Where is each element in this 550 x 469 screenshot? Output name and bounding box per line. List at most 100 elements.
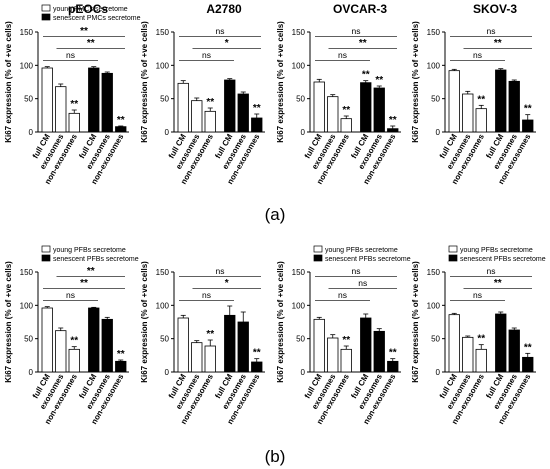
bar-0 bbox=[448, 70, 460, 133]
bar-3 bbox=[360, 82, 372, 133]
bracket-label-1: ** bbox=[494, 38, 502, 49]
bar-1 bbox=[55, 330, 67, 373]
y-tick-label: 0 bbox=[436, 368, 441, 377]
bar-4 bbox=[373, 330, 385, 373]
bracket-label-0: ns bbox=[216, 26, 225, 36]
y-tick-label: 0 bbox=[165, 368, 170, 377]
significance-star-2: ** bbox=[342, 335, 350, 346]
chart-title: OVCAR-3 bbox=[333, 2, 387, 16]
y-tick-label: 100 bbox=[427, 61, 441, 70]
bracket-label-2: ns bbox=[66, 290, 75, 300]
significance-star-2: ** bbox=[477, 334, 485, 345]
significance-star-5: ** bbox=[117, 115, 125, 126]
bar-3 bbox=[360, 317, 372, 373]
chart-title: A2780 bbox=[206, 2, 242, 16]
y-tick-label: 0 bbox=[301, 128, 306, 137]
bracket-label-2: ns bbox=[473, 290, 482, 300]
significance-star-4: ** bbox=[375, 75, 383, 86]
bar-4 bbox=[101, 72, 113, 133]
bar-2 bbox=[204, 345, 216, 373]
bar-1 bbox=[327, 96, 339, 133]
bar-2 bbox=[475, 108, 487, 133]
significance-star-5: ** bbox=[117, 349, 125, 360]
legend-swatch-0 bbox=[41, 245, 51, 253]
y-tick-label: 0 bbox=[29, 368, 34, 377]
chart-title: pEOCs bbox=[68, 2, 108, 16]
bracket-label-0: ns bbox=[216, 266, 225, 276]
bar-5 bbox=[251, 361, 263, 373]
bar-1 bbox=[55, 86, 67, 133]
significance-star-2: ** bbox=[70, 99, 78, 110]
y-axis-title: Ki67 expression (% of +ve cells) bbox=[140, 261, 149, 383]
bar-2 bbox=[475, 348, 487, 373]
y-axis-title: Ki67 expression (% of +ve cells) bbox=[4, 261, 13, 383]
bar-2 bbox=[340, 118, 352, 133]
bar-4 bbox=[508, 329, 520, 373]
y-tick-label: 100 bbox=[427, 301, 441, 310]
y-tick-label: 50 bbox=[24, 335, 33, 344]
y-tick-label: 100 bbox=[292, 301, 306, 310]
significance-star-5: ** bbox=[253, 103, 261, 114]
panel-label-a: (a) bbox=[265, 205, 286, 224]
bracket-label-0: ** bbox=[80, 26, 88, 37]
bar-2 bbox=[340, 348, 352, 373]
y-tick-label: 100 bbox=[292, 61, 306, 70]
significance-star-5: ** bbox=[389, 115, 397, 126]
bracket-label-0: ns bbox=[487, 266, 496, 276]
significance-star-2: ** bbox=[477, 94, 485, 105]
y-tick-label: 50 bbox=[431, 95, 440, 104]
y-tick-label: 50 bbox=[24, 95, 33, 104]
bracket-label-1: ** bbox=[494, 278, 502, 289]
y-tick-label: 100 bbox=[156, 61, 170, 70]
chart-title: SKOV-3 bbox=[473, 2, 517, 16]
bar-5 bbox=[115, 360, 127, 373]
y-axis-title: Ki67 expression (% of +ve cells) bbox=[276, 21, 285, 143]
chart-4: 0 50 100 150 Ki67 expression (% of +ve cells… bbox=[4, 245, 139, 426]
y-tick-label: 50 bbox=[160, 95, 169, 104]
significance-star-2: ** bbox=[206, 329, 214, 340]
bracket-label-1: * bbox=[225, 38, 229, 49]
bracket-label-0: ns bbox=[352, 26, 361, 36]
significance-star-3: ** bbox=[362, 70, 370, 81]
bar-3 bbox=[224, 79, 236, 133]
legend-label-1: senescent PMCs secretome bbox=[53, 15, 141, 22]
legend-label-0: young PFBs secretome bbox=[325, 247, 398, 254]
bracket-label-1: ** bbox=[87, 38, 95, 49]
y-tick-label: 150 bbox=[427, 28, 441, 37]
y-axis-title: Ki67 expression (% of +ve cells) bbox=[276, 261, 285, 383]
bar-0 bbox=[41, 67, 53, 133]
bar-0 bbox=[41, 307, 53, 373]
legend-label-0: young PMCs secretome bbox=[53, 6, 128, 13]
y-tick-label: 100 bbox=[156, 301, 170, 310]
bar-2 bbox=[68, 348, 80, 373]
chart-0: pEOCs 0 50 100 150 Ki67 expression (% of +ve … bbox=[4, 2, 141, 186]
bar-4 bbox=[101, 318, 113, 373]
bar-1 bbox=[462, 93, 474, 133]
bracket-label-1: ns bbox=[358, 278, 367, 288]
y-tick-label: 50 bbox=[296, 95, 305, 104]
y-tick-label: 150 bbox=[20, 28, 34, 37]
legend-swatch-0 bbox=[313, 245, 323, 253]
legend-label-1: senescent PFBs secretome bbox=[325, 256, 411, 263]
bar-1 bbox=[191, 342, 203, 373]
bracket-label-1: ** bbox=[359, 38, 367, 49]
legend-swatch-1 bbox=[313, 254, 323, 262]
bar-4 bbox=[237, 93, 249, 133]
legend-label-0: young PFBs secretome bbox=[460, 247, 533, 254]
bar-3 bbox=[495, 69, 507, 133]
y-tick-label: 100 bbox=[20, 301, 34, 310]
y-tick-label: 0 bbox=[436, 128, 441, 137]
legend-swatch-0 bbox=[41, 4, 51, 12]
bar-1 bbox=[462, 336, 474, 373]
bar-3 bbox=[224, 314, 236, 373]
bar-0 bbox=[177, 82, 189, 133]
y-tick-label: 0 bbox=[301, 368, 306, 377]
bracket-label-2: ns bbox=[338, 50, 347, 60]
legend-swatch-1 bbox=[448, 254, 458, 262]
y-tick-label: 50 bbox=[431, 335, 440, 344]
bar-0 bbox=[448, 314, 460, 373]
significance-star-2: ** bbox=[70, 336, 78, 347]
bar-0 bbox=[177, 317, 189, 373]
bar-5 bbox=[251, 117, 263, 133]
